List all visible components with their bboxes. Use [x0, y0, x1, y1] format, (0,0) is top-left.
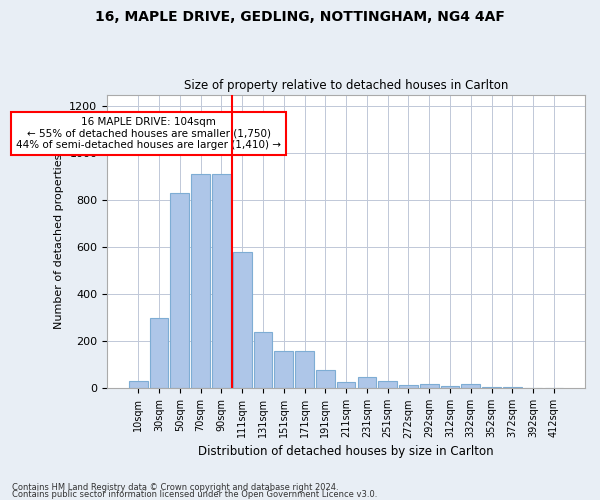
Bar: [149, 318, 169, 388]
Bar: [503, 387, 522, 388]
Bar: [191, 174, 210, 388]
Bar: [378, 382, 397, 388]
Bar: [482, 387, 501, 388]
Text: Contains public sector information licensed under the Open Government Licence v3: Contains public sector information licen…: [12, 490, 377, 499]
Title: Size of property relative to detached houses in Carlton: Size of property relative to detached ho…: [184, 79, 508, 92]
Bar: [337, 382, 355, 388]
Bar: [420, 384, 439, 388]
Bar: [399, 385, 418, 388]
Text: Contains HM Land Registry data © Crown copyright and database right 2024.: Contains HM Land Registry data © Crown c…: [12, 484, 338, 492]
Bar: [461, 384, 480, 388]
Bar: [212, 174, 231, 388]
Y-axis label: Number of detached properties: Number of detached properties: [54, 154, 64, 329]
Bar: [129, 382, 148, 388]
Text: 16, MAPLE DRIVE, GEDLING, NOTTINGHAM, NG4 4AF: 16, MAPLE DRIVE, GEDLING, NOTTINGHAM, NG…: [95, 10, 505, 24]
Bar: [274, 350, 293, 389]
Bar: [233, 252, 251, 388]
X-axis label: Distribution of detached houses by size in Carlton: Distribution of detached houses by size …: [198, 444, 494, 458]
Bar: [295, 350, 314, 389]
Bar: [440, 386, 460, 388]
Bar: [170, 194, 189, 388]
Bar: [358, 376, 376, 388]
Bar: [316, 370, 335, 388]
Bar: [254, 332, 272, 388]
Text: 16 MAPLE DRIVE: 104sqm
← 55% of detached houses are smaller (1,750)
44% of semi-: 16 MAPLE DRIVE: 104sqm ← 55% of detached…: [16, 117, 281, 150]
